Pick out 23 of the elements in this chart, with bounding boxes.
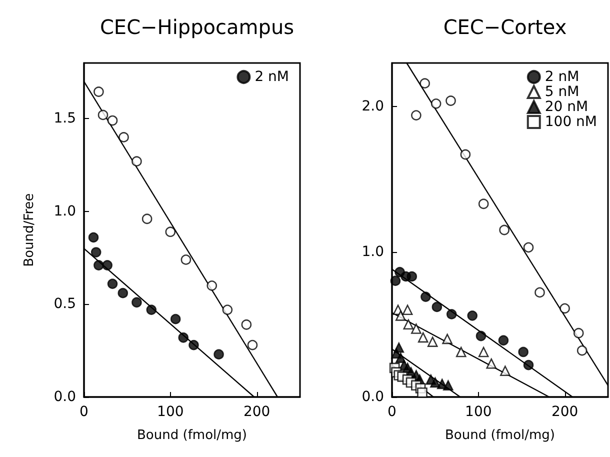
- x-tick-label: 100: [157, 404, 184, 420]
- legend-label: 100 nM: [544, 114, 597, 130]
- x-tick-label: 200: [243, 404, 270, 420]
- x-axis-title: Bound (fmol/mg): [445, 428, 555, 443]
- y-tick-label: 1.0: [54, 203, 76, 220]
- y-tick-label: 0.0: [54, 389, 76, 405]
- y-tick-label: 0.5: [54, 296, 76, 312]
- y-tick-label: 1.0: [362, 244, 384, 260]
- x-tick-label: 200: [551, 404, 578, 420]
- chart-title: CEC−Hippocampus: [100, 15, 294, 39]
- y-tick-label: 1.5: [54, 110, 76, 127]
- legend-label: 2 nM: [544, 69, 580, 85]
- legend-label: 20 nM: [544, 99, 588, 115]
- legend-label: 5 nM: [544, 84, 580, 100]
- x-tick-label: 0: [80, 404, 88, 420]
- y-axis-title: Bound/Free: [22, 193, 37, 267]
- chart-title: CEC−Cortex: [443, 15, 567, 39]
- x-tick-label: 0: [388, 404, 396, 420]
- y-tick-label: 2.0: [362, 98, 384, 115]
- legend-label: 2 nM: [254, 69, 290, 85]
- y-tick-label: 0.0: [362, 389, 384, 405]
- x-tick-label: 100: [465, 404, 492, 420]
- x-axis-title: Bound (fmol/mg): [137, 428, 247, 443]
